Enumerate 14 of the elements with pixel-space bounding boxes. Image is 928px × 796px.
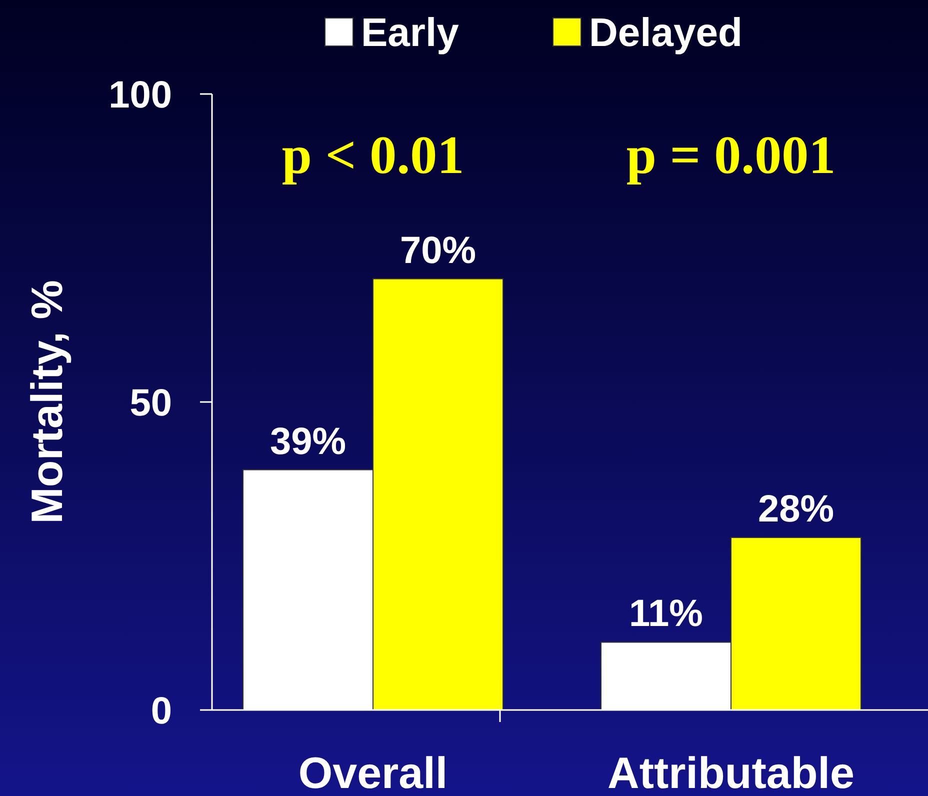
annotation: p < 0.01 [282,124,464,185]
annotation: p = 0.001 [626,124,836,185]
data-label: 11% [629,593,703,636]
y-axis-title: Mortality, % [23,280,72,524]
data-label: 39% [270,420,346,463]
x-tick-label: Overall [298,749,448,796]
y-tick-label: 50 [130,382,172,424]
legend-label: Delayed [589,11,742,55]
y-tick-label: 0 [150,690,172,732]
y-tick-label: 100 [108,74,172,116]
x-tick-label: Attributable [608,749,854,796]
data-label: 28% [758,488,834,531]
data-label: 70% [400,230,476,272]
legend-label: Early [361,11,460,55]
